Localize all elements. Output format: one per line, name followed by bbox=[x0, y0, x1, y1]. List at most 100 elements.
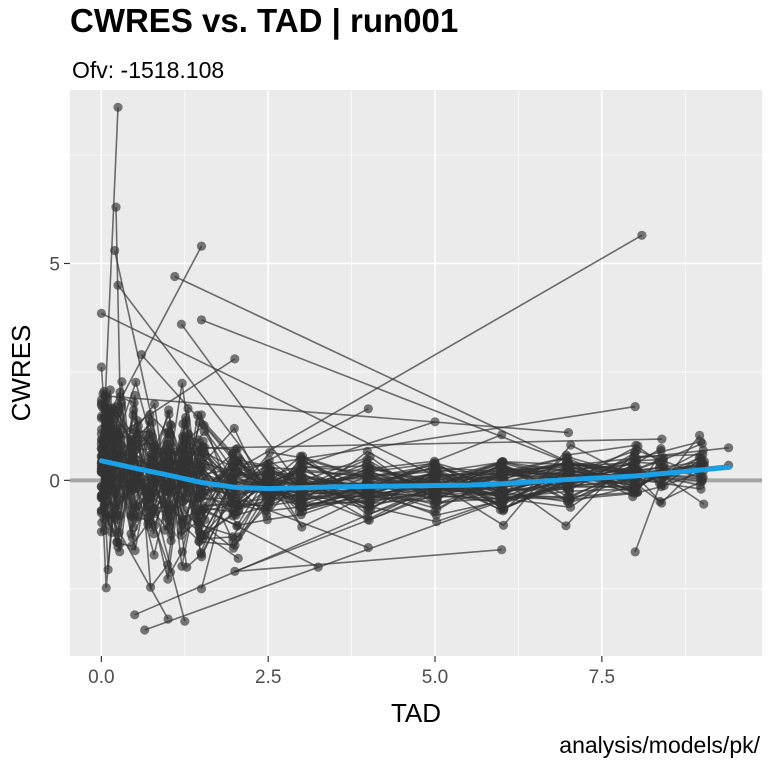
data-point bbox=[112, 514, 122, 525]
data-point bbox=[429, 472, 439, 482]
data-point bbox=[233, 467, 243, 477]
data-point bbox=[262, 515, 272, 525]
data-point bbox=[109, 426, 119, 436]
data-point bbox=[363, 404, 373, 414]
data-point bbox=[105, 500, 115, 510]
data-point bbox=[361, 461, 371, 471]
data-point bbox=[159, 446, 169, 456]
data-point bbox=[177, 466, 187, 476]
data-point bbox=[496, 458, 506, 468]
data-point bbox=[630, 487, 640, 497]
data-point bbox=[498, 520, 509, 530]
data-point bbox=[177, 378, 187, 388]
data-point bbox=[110, 245, 120, 256]
outlier-trace bbox=[104, 395, 569, 434]
data-point bbox=[563, 457, 573, 467]
data-point bbox=[111, 486, 121, 496]
data-point bbox=[228, 543, 238, 553]
data-point bbox=[114, 527, 124, 538]
data-point bbox=[140, 625, 150, 635]
subject-trace bbox=[100, 452, 636, 533]
data-point bbox=[261, 470, 271, 480]
data-point bbox=[295, 498, 305, 508]
data-point bbox=[148, 478, 158, 489]
data-point bbox=[630, 547, 640, 557]
data-point bbox=[564, 464, 575, 474]
data-point bbox=[629, 460, 639, 470]
data-point bbox=[128, 448, 138, 458]
data-point bbox=[128, 410, 138, 420]
data-point bbox=[160, 525, 170, 535]
data-point bbox=[145, 494, 155, 504]
data-point bbox=[656, 444, 666, 454]
data-point bbox=[103, 565, 113, 575]
data-point bbox=[144, 439, 155, 449]
data-point bbox=[130, 512, 140, 522]
data-point bbox=[566, 440, 576, 450]
data-point bbox=[265, 447, 275, 457]
outlier-trace bbox=[234, 548, 502, 573]
data-point bbox=[162, 462, 172, 472]
data-point bbox=[230, 566, 240, 577]
data-point bbox=[498, 506, 508, 516]
outlier-trace bbox=[135, 438, 662, 451]
data-point bbox=[362, 472, 372, 483]
data-point bbox=[196, 465, 206, 475]
x-axis-title: TAD bbox=[391, 698, 441, 728]
data-point bbox=[193, 447, 203, 457]
data-point bbox=[228, 449, 238, 459]
data-point bbox=[637, 230, 647, 240]
data-point bbox=[164, 409, 174, 419]
data-point bbox=[263, 478, 273, 488]
data-point bbox=[146, 582, 156, 592]
data-point bbox=[180, 616, 190, 626]
data-point bbox=[199, 420, 209, 430]
data-point bbox=[295, 471, 305, 481]
data-point bbox=[96, 308, 106, 318]
data-point bbox=[631, 440, 641, 450]
data-point bbox=[196, 241, 207, 251]
data-point bbox=[431, 510, 441, 520]
data-point bbox=[129, 398, 139, 408]
x-tick-label: 5.0 bbox=[422, 667, 448, 688]
smooth-trend-line bbox=[98, 458, 732, 492]
data-point bbox=[630, 402, 640, 412]
data-point bbox=[181, 432, 191, 443]
data-point bbox=[179, 493, 189, 503]
data-point bbox=[181, 416, 191, 426]
data-point bbox=[431, 517, 442, 527]
data-point bbox=[116, 493, 126, 503]
data-point bbox=[148, 449, 158, 459]
data-point bbox=[96, 400, 106, 410]
data-point bbox=[196, 315, 207, 325]
data-point bbox=[228, 536, 238, 546]
chart-title: CWRES vs. TAD | run001 bbox=[70, 2, 459, 39]
data-point bbox=[100, 433, 110, 443]
data-point bbox=[130, 610, 140, 620]
data-point bbox=[655, 457, 665, 467]
data-point bbox=[193, 516, 203, 526]
data-point bbox=[200, 442, 210, 452]
data-point bbox=[183, 403, 193, 414]
data-point bbox=[96, 362, 106, 372]
data-point bbox=[163, 560, 173, 570]
y-axis: 05 bbox=[49, 254, 70, 492]
data-point bbox=[363, 514, 373, 525]
data-point bbox=[226, 491, 236, 502]
data-point bbox=[97, 518, 107, 528]
data-point bbox=[563, 428, 574, 438]
x-tick-label: 2.5 bbox=[255, 667, 281, 688]
data-point bbox=[159, 481, 169, 491]
data-point bbox=[564, 482, 574, 492]
data-point bbox=[147, 418, 157, 428]
data-point bbox=[233, 520, 243, 531]
data-point bbox=[96, 467, 106, 477]
y-tick-label: 5 bbox=[49, 254, 60, 275]
data-point bbox=[196, 492, 206, 502]
data-point bbox=[494, 489, 504, 499]
outlier-trace bbox=[266, 421, 436, 478]
data-point bbox=[115, 547, 125, 557]
data-point bbox=[163, 504, 173, 514]
data-point bbox=[147, 432, 157, 442]
data-point bbox=[101, 583, 111, 593]
